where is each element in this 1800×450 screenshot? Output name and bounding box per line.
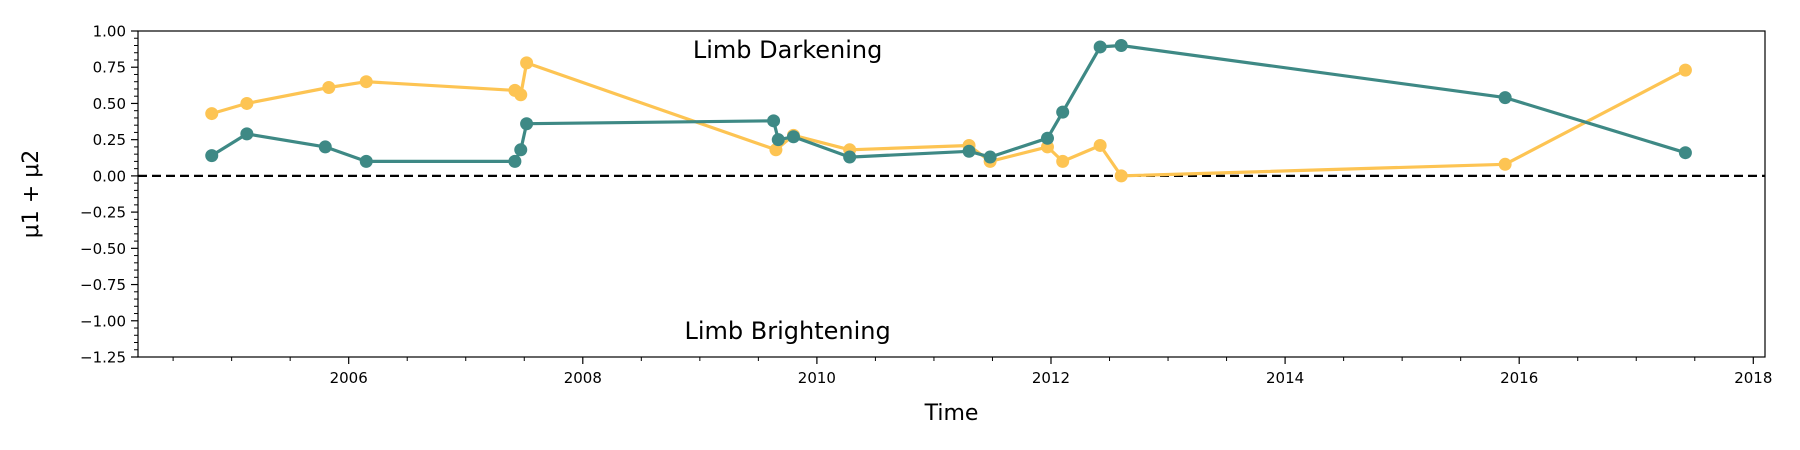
series-2-point xyxy=(983,150,997,164)
series-1-point xyxy=(1114,169,1128,183)
series-2-point xyxy=(1040,131,1054,145)
series-2-point xyxy=(786,130,800,144)
series-2-point xyxy=(843,150,857,164)
series-2-point xyxy=(1678,146,1692,160)
series-2-point xyxy=(205,149,219,163)
x-tick-label: 2016 xyxy=(1500,369,1538,387)
series-2-point xyxy=(771,133,785,147)
plot-frame xyxy=(137,30,1766,358)
series-2-point xyxy=(1093,40,1107,54)
series-2-point xyxy=(1114,38,1128,52)
y-tick-label: 0.25 xyxy=(93,131,126,149)
series-1-point xyxy=(520,56,534,70)
series-layer xyxy=(205,38,1692,183)
series-1-point xyxy=(514,88,528,102)
y-tick-label: −0.25 xyxy=(80,204,126,222)
series-1-point xyxy=(359,75,373,89)
y-tick-label: 1.00 xyxy=(93,23,126,41)
series-2-point xyxy=(318,140,332,154)
x-tick-label: 2018 xyxy=(1734,369,1772,387)
x-tick-label: 2012 xyxy=(1032,369,1070,387)
series-2-point xyxy=(767,114,781,128)
series-2-point xyxy=(508,154,522,168)
annotation-limb-brightening: Limb Brightening xyxy=(685,317,891,345)
y-tick-label: −1.00 xyxy=(80,312,126,330)
y-tick-label: 0.50 xyxy=(93,95,126,113)
series-1-point xyxy=(1056,154,1070,168)
x-tick-label: 2008 xyxy=(564,369,602,387)
y-axis-title: μ1 + μ2 xyxy=(19,150,44,238)
y-tick-label: −1.25 xyxy=(80,349,126,367)
y-tick-label: 0.75 xyxy=(93,59,126,77)
series-1-point xyxy=(769,143,783,157)
x-axis-title: Time xyxy=(924,401,979,426)
axis-layer: 2006 2008 2010 2012 2014 2016 2018 1.00 0.75 0.50… xyxy=(80,23,1772,388)
series-2-point xyxy=(520,117,534,131)
series-2-point xyxy=(1056,105,1070,119)
series-1-point xyxy=(322,81,336,95)
series-1-point xyxy=(205,107,219,121)
series-1-point xyxy=(240,96,254,110)
series-2-point xyxy=(962,144,976,158)
annotation-limb-darkening: Limb Darkening xyxy=(693,36,882,64)
series-1-point xyxy=(1093,138,1107,152)
x-tick-label: 2010 xyxy=(798,369,836,387)
x-tick-label: 2006 xyxy=(330,369,368,387)
series-1-point xyxy=(1498,157,1512,171)
series-1-point xyxy=(1678,63,1692,77)
x-tick-label: 2014 xyxy=(1266,369,1304,387)
series-2-point xyxy=(359,154,373,168)
series-2-point xyxy=(514,143,528,157)
y-tick-label: −0.75 xyxy=(80,276,126,294)
series-2-point xyxy=(240,127,254,141)
y-tick-label: −0.50 xyxy=(80,240,126,258)
y-tick-label: 0.00 xyxy=(93,167,126,185)
series-2-point xyxy=(1498,91,1512,105)
